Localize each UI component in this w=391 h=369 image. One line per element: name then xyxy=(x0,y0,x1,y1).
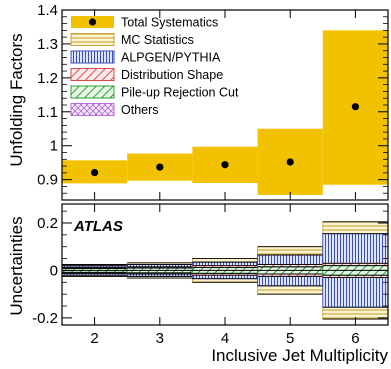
unfolding-factor-point-2 xyxy=(91,168,99,177)
unfolding-factor-point-3 xyxy=(156,163,164,171)
x-tick-label-2: 2 xyxy=(90,330,98,347)
legend-swatch-alpgen-pythia xyxy=(70,50,115,64)
unfolding-factor-point-4 xyxy=(221,161,229,169)
bottom-y-tick-label: 0 xyxy=(50,262,58,279)
top-y-tick-label: 1.3 xyxy=(37,36,58,53)
legend-swatch-mc-statistics xyxy=(70,33,115,46)
top-panel: 0.9 1 1.1 1.2 1.3 1.4 Total Systematics MC Sta… xyxy=(7,2,389,201)
x-axis-label: Inclusive Jet Multiplicity xyxy=(211,346,388,364)
legend-label-alpgen-pythia: ALPGEN/PYTHIA xyxy=(121,51,221,65)
legend-marker-total-systematics xyxy=(88,18,97,26)
legend: Total Systematics MC Statistics ALPGEN/PYT… xyxy=(70,16,239,117)
legend-label-distribution-shape: Distribution Shape xyxy=(121,68,223,82)
total-systematics-bands xyxy=(62,30,388,195)
top-y-tick-label: 1.1 xyxy=(37,104,58,121)
legend-label-others: Others xyxy=(121,103,159,117)
uncertainty-bands xyxy=(61,221,389,320)
x-ticks: 2 3 4 5 6 xyxy=(90,204,360,347)
x-tick-label-4: 4 xyxy=(221,330,229,347)
top-y-axis-label: Unfolding Factors xyxy=(7,33,26,166)
legend-swatch-distribution-shape xyxy=(70,68,115,81)
legend-label-pile-up-rejection-cut: Pile-up Rejection Cut xyxy=(121,86,239,100)
bottom-y-tick-label: -0.2 xyxy=(32,310,58,327)
legend-swatch-others xyxy=(70,103,115,116)
unfolding-factor-point-5 xyxy=(286,158,294,166)
bottom-panel: -0.2 0 0.2 2 3 4 5 6 ATLAS Uncertainties Inclu… xyxy=(7,203,389,365)
unfolding-factor-points xyxy=(91,103,359,177)
unfolding-factor-point-6 xyxy=(351,103,359,111)
legend-swatch-pile-up-rejection-cut xyxy=(70,85,115,99)
top-y-tick-label: 1 xyxy=(50,138,58,155)
legend-label-mc-statistics: MC Statistics xyxy=(121,33,194,47)
bottom-y-tick-label: 0.2 xyxy=(37,215,58,232)
x-tick-label-5: 5 xyxy=(286,330,294,347)
bottom-y-ticks: -0.2 0 0.2 xyxy=(32,210,388,327)
top-y-ticks: 0.9 1 1.1 1.2 1.3 1.4 xyxy=(37,2,388,200)
bottom-y-axis-label: Uncertainties xyxy=(7,216,26,315)
top-y-tick-label: 0.9 xyxy=(37,172,58,189)
top-y-tick-label: 1.4 xyxy=(37,2,58,19)
x-tick-label-3: 3 xyxy=(156,330,164,347)
legend-label-total-systematics: Total Systematics xyxy=(121,16,218,30)
top-y-tick-label: 1.2 xyxy=(37,70,58,87)
atlas-annotation: ATLAS xyxy=(73,218,123,235)
x-tick-label-6: 6 xyxy=(351,330,359,347)
